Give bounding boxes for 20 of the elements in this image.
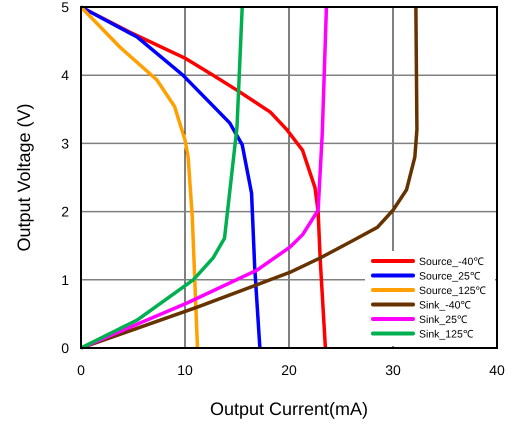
legend-label: Source_-40℃ bbox=[419, 256, 484, 268]
y-tick-label: 2 bbox=[61, 204, 70, 220]
y-tick-label: 1 bbox=[61, 272, 70, 288]
legend-label: Source_25℃ bbox=[419, 270, 481, 282]
legend-label: Sink_25℃ bbox=[419, 314, 468, 326]
y-tick-label: 0 bbox=[61, 340, 70, 356]
legend-label: Sink_125℃ bbox=[419, 328, 474, 340]
line-series bbox=[79, 5, 200, 350]
x-tick-label: 10 bbox=[177, 362, 193, 378]
y-tick-label: 5 bbox=[61, 0, 70, 15]
y-tick-label: 4 bbox=[61, 67, 70, 84]
legend-label: Sink_-40℃ bbox=[419, 300, 472, 312]
x-tick-label: 30 bbox=[385, 362, 401, 378]
y-axis-title: Output Voltage (V) bbox=[14, 103, 34, 252]
x-tick-label: 40 bbox=[489, 362, 505, 378]
x-axis-title: Output Current(mA) bbox=[210, 399, 368, 419]
y-tick-label: 3 bbox=[61, 135, 70, 152]
x-tick-label: 0 bbox=[77, 362, 86, 378]
legend-label: Source_125℃ bbox=[419, 285, 487, 297]
x-tick-label: 20 bbox=[281, 362, 297, 378]
